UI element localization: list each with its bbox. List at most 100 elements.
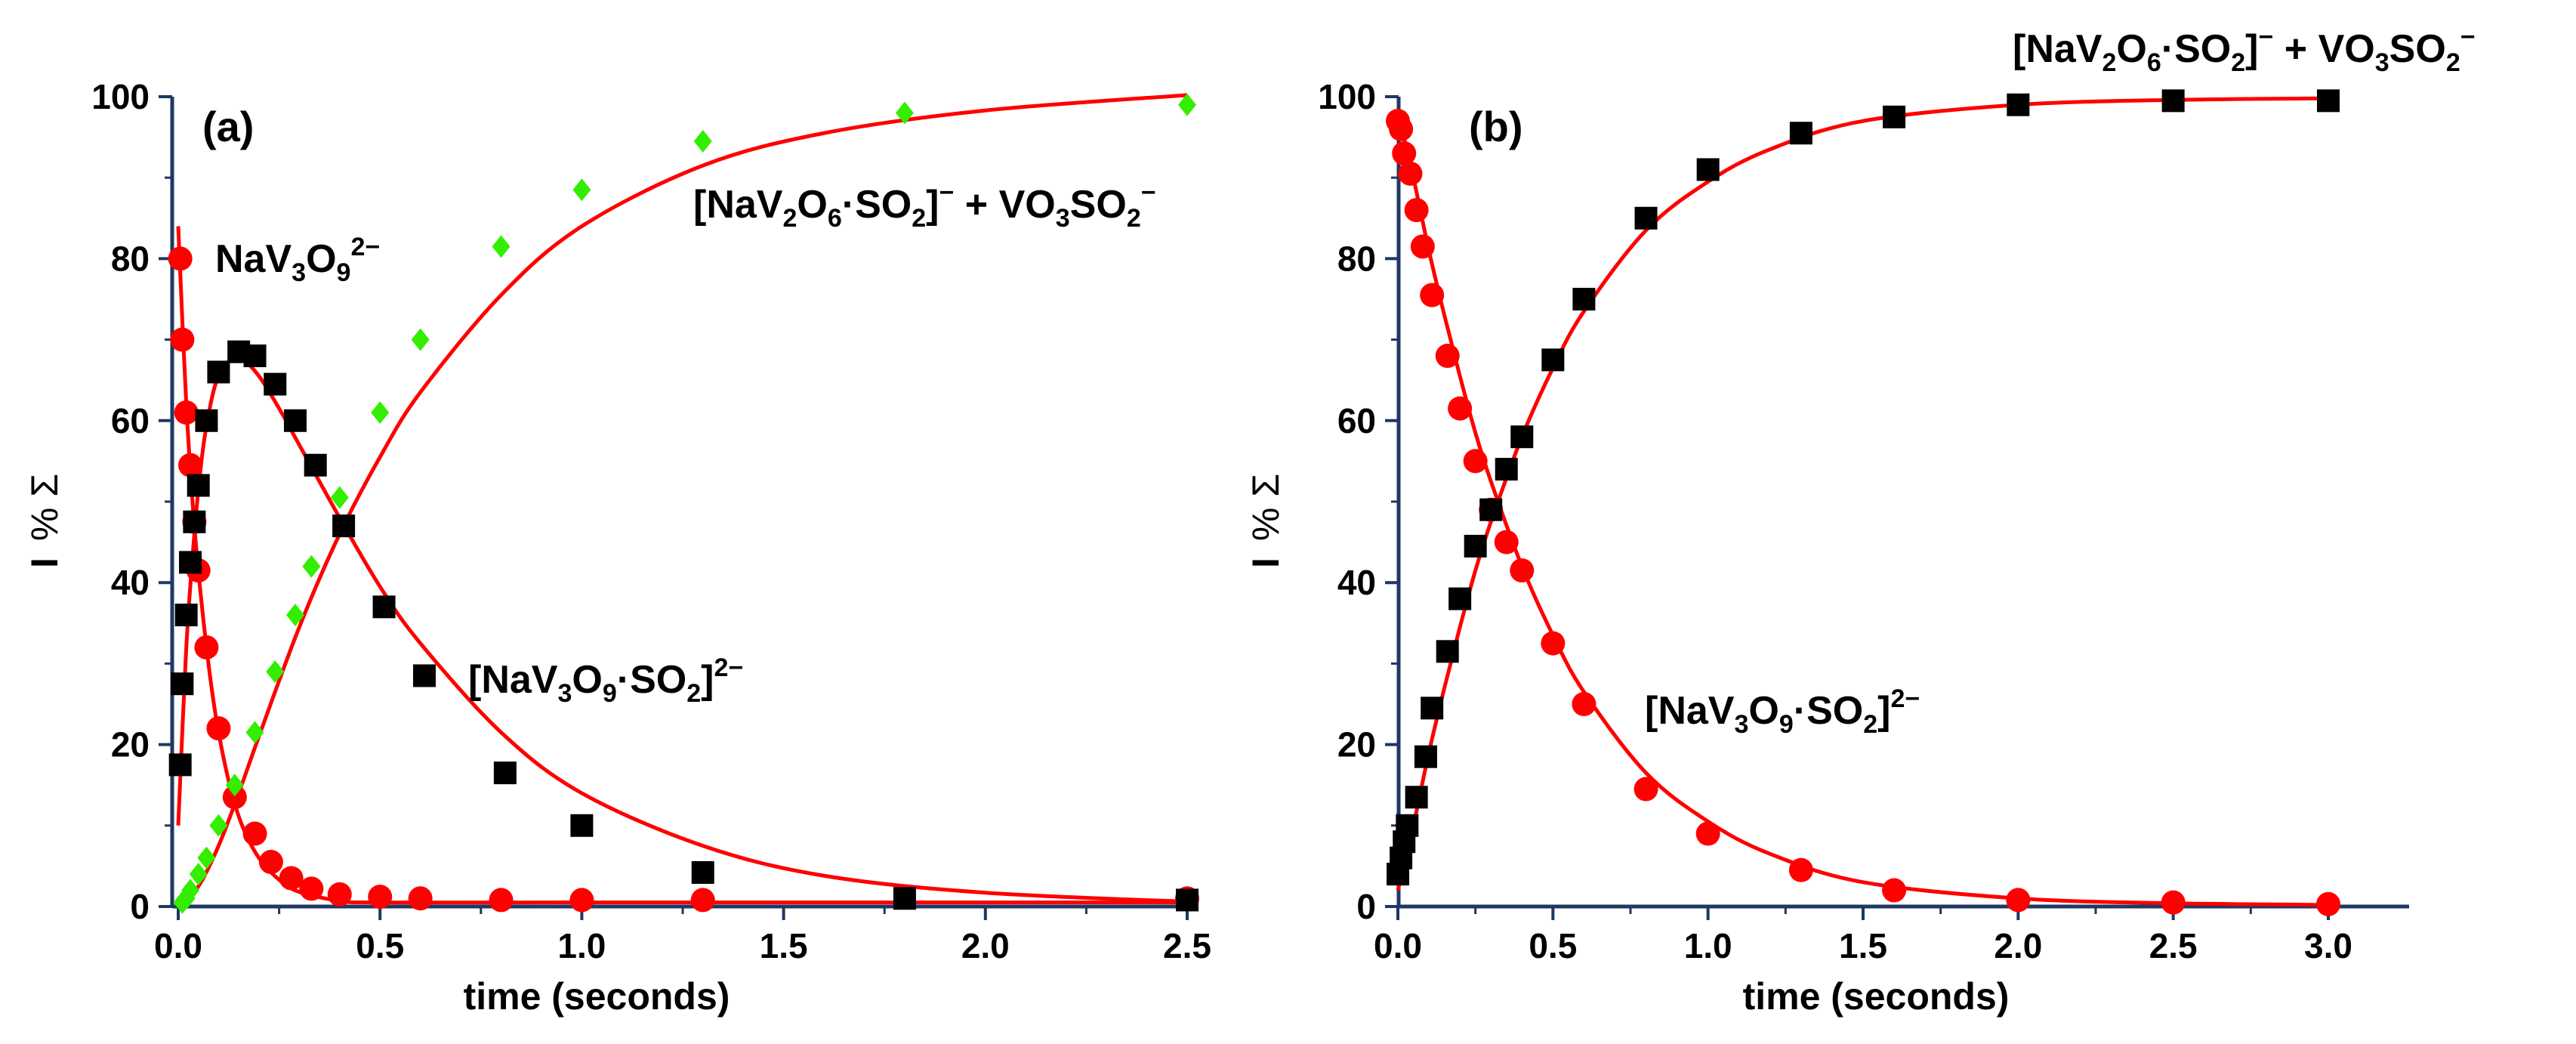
panel-a-point-circle: [206, 716, 231, 741]
panel-a-point-circle: [368, 885, 393, 910]
panel-b-y-tick-label: 0: [1356, 887, 1376, 926]
panel-b-point-square: [2161, 89, 2185, 113]
panel-b-point-circle: [1392, 141, 1417, 166]
panel-a-point-diamond: [492, 235, 511, 258]
panel-a-y-tick-label: 60: [111, 401, 150, 440]
panel-b-point-circle: [2006, 888, 2031, 913]
panel-a-point-diamond: [181, 879, 200, 902]
panel-b-point-square: [2007, 93, 2030, 116]
panel-b-y-tick-label: 60: [1337, 401, 1376, 440]
panel-b-point-circle: [1398, 161, 1423, 186]
panel-b-x-tick-label: 2.5: [2149, 926, 2198, 965]
panel-a-data-points: [168, 93, 1199, 914]
panel-a-x-tick-label: 2.5: [1163, 926, 1211, 965]
panel-b-point-circle: [1404, 198, 1429, 223]
panel-b-point-square: [1421, 697, 1444, 720]
panel-a-point-square: [243, 344, 267, 368]
panel-b-x-tick-label: 1.5: [1839, 926, 1887, 965]
panel-a-fit-curve-series-0: [176, 226, 1187, 905]
panel-a-point-diamond: [1178, 93, 1196, 116]
panel-a-point-circle: [178, 453, 203, 477]
panel-a-point-square: [304, 453, 327, 477]
panel-a-label-navo-so2-complex: [NaV3O9·SO2]2−: [468, 653, 743, 708]
panel-b-point-square: [1396, 814, 1419, 837]
panel-b-y-axis-label: I % Σ: [1245, 474, 1287, 568]
panel-a-point-square: [893, 887, 916, 910]
panel-b-point-square: [1634, 206, 1658, 230]
panel-b-point-circle: [1389, 116, 1414, 141]
panel-b-label: (b): [1469, 103, 1523, 150]
panel-a-y-axis-label-symbol: I: [23, 558, 66, 568]
panel-a-point-diamond: [895, 101, 914, 125]
panel-b-fit-curve-series-1: [1396, 96, 2329, 891]
panel-b-point-circle: [2316, 891, 2340, 916]
panel-b-x-tick-label: 3.0: [2304, 926, 2352, 965]
panel-a-point-circle: [168, 246, 193, 271]
panel-b-fit-curves: [1396, 96, 2329, 907]
panel-a-x-tick-label: 2.0: [961, 926, 1010, 965]
panel-a-point-square: [207, 360, 230, 384]
panel-a-x-tick-label: 1.0: [557, 926, 606, 965]
panel-a-y-tick-label: 80: [111, 239, 150, 278]
panel-b-point-circle: [1410, 234, 1435, 259]
panel-b-point-circle: [1788, 857, 1813, 882]
panel-a-point-circle: [299, 876, 324, 901]
panel-b-y-tick-label: 20: [1337, 725, 1376, 764]
panel-b-x-tick-label: 2.0: [1994, 926, 2042, 965]
panel-a-point-diamond: [245, 721, 264, 744]
panel-b-point-circle: [1634, 777, 1658, 802]
panel-a-point-circle: [690, 888, 715, 913]
panel-b-x-tick-label: 0.0: [1374, 926, 1422, 965]
panel-b-axes: 0 20 40 60 80 100 0.0 0.5 1.0 1.5 2.0 2.5 3.0: [1318, 77, 2409, 965]
panel-b-fit-curve-series-0: [1396, 112, 2329, 907]
panel-a-point-square: [174, 604, 198, 627]
panel-b-y-tick-label: 80: [1337, 239, 1376, 278]
panel-b-point-circle: [1882, 878, 1907, 903]
panel-a-x-tick-label: 0.5: [356, 926, 404, 965]
panel-a-point-circle: [242, 821, 267, 846]
panel-b-point-circle: [1463, 449, 1488, 474]
panel-a-point-diamond: [285, 604, 304, 627]
panel-a-point-circle: [170, 327, 195, 352]
panel-a-point-circle: [222, 785, 247, 810]
panel-b-point-square: [1479, 498, 1503, 521]
panel-a-point-circle: [569, 888, 594, 913]
panel-a-point-diamond: [572, 178, 591, 202]
panel-b-point-square: [1883, 105, 1906, 128]
panel-a-point-square: [187, 474, 210, 497]
panel-a-y-axis-label: I % Σ: [23, 474, 66, 568]
panel-b-point-square: [1541, 348, 1565, 372]
panel-a-x-tick-label: 1.5: [760, 926, 808, 965]
panel-b-y-axis-label-symbol: I: [1245, 558, 1287, 568]
panel-a-point-square: [264, 372, 287, 396]
panel-b-label-navo-so2-complex: [NaV3O9·SO2]2−: [1645, 684, 1920, 739]
panel-a-point-circle: [279, 866, 304, 891]
panel-a-x-axis-label: time (seconds): [464, 975, 730, 1018]
panel-b-point-square: [1572, 288, 1596, 310]
panel-a-point-diamond: [693, 129, 712, 153]
panel-a-point-square: [168, 753, 192, 777]
panel-a-label-products: [NaV2O6·SO2]− + VO3SO2−: [693, 178, 1156, 233]
panel-b-point-square: [1448, 587, 1472, 610]
panel-a-point-circle: [174, 400, 199, 425]
panel-a-point-circle: [258, 850, 283, 875]
panel-b-y-axis-label-suffix: % Σ: [1245, 474, 1287, 541]
panel-b-point-square: [1789, 122, 1812, 145]
panel-a-x-tick-label: 0.0: [154, 926, 202, 965]
panel-a-point-square: [283, 409, 307, 432]
panel-b-point-square: [1464, 534, 1487, 558]
panel-a-point-square: [493, 761, 517, 785]
panel-a-y-tick-label: 40: [111, 563, 150, 602]
panel-a-y-tick-label: 100: [91, 77, 150, 116]
panel-b-point-square: [1510, 425, 1534, 449]
panel-b-point-square: [2317, 89, 2340, 113]
panel-b-point-circle: [2161, 890, 2186, 915]
panel-a-point-square: [570, 814, 594, 837]
panel-a-point-diamond: [411, 328, 430, 351]
panel-b-label-products: [NaV2O6·SO2]− + VO3SO2−: [2013, 23, 2476, 77]
panel-b-point-circle: [1494, 530, 1519, 554]
panel-b-point-circle: [1541, 631, 1566, 656]
panel-a-point-square: [691, 860, 714, 884]
